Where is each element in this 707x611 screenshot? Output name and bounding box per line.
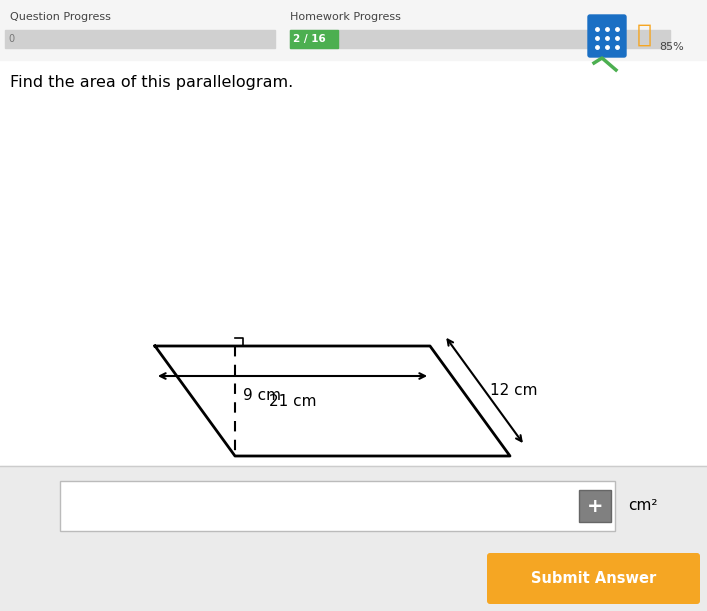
Text: Find the area of this parallelogram.: Find the area of this parallelogram.: [10, 75, 293, 90]
Text: Question Progress: Question Progress: [10, 12, 111, 22]
Text: cm²: cm²: [629, 499, 658, 513]
Bar: [0, 0, 707, 60]
Text: 21 cm: 21 cm: [269, 394, 316, 409]
Text: 12 cm: 12 cm: [489, 383, 537, 398]
Text: Homework Progress: Homework Progress: [290, 12, 401, 22]
Text: Submit Answer: Submit Answer: [531, 571, 656, 586]
Bar: [290, 30, 337, 48]
Bar: [60, 481, 615, 531]
Bar: [290, 30, 670, 48]
Bar: [5, 30, 275, 48]
Text: 9 cm: 9 cm: [243, 389, 281, 403]
Text: 85%: 85%: [660, 42, 684, 52]
Bar: [579, 490, 611, 522]
Bar: [0, 466, 707, 611]
Text: 🏆: 🏆: [636, 23, 651, 47]
Text: 2 / 16: 2 / 16: [293, 34, 326, 44]
FancyBboxPatch shape: [487, 553, 700, 604]
Text: 0: 0: [8, 34, 14, 44]
Text: +: +: [587, 497, 603, 516]
FancyBboxPatch shape: [588, 15, 626, 57]
